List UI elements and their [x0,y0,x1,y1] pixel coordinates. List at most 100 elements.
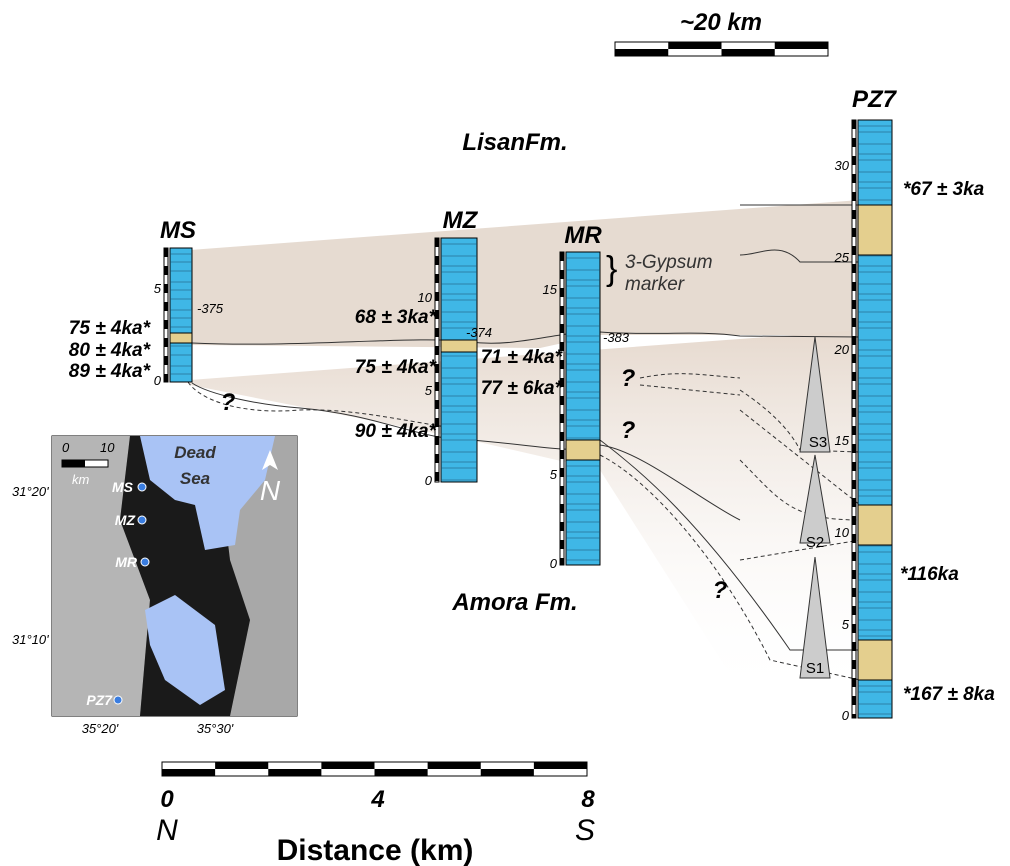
depth-tick: 0 [425,473,433,488]
depth-tick: 10 [835,525,850,540]
ruler-seg [560,288,564,297]
question: ? [621,417,636,444]
marker: 3-Gypsum [625,252,713,273]
ruler-seg [852,696,856,705]
ruler-seg [852,264,856,273]
ruler-seg [560,486,564,495]
bar-seg [534,762,587,769]
depth-tick: 15 [543,282,558,297]
ruler-seg [852,570,856,579]
sand [170,333,192,343]
question: ? [621,365,636,392]
elevation: -383 [603,330,630,345]
age: 89 ± 4ka* [69,361,152,382]
ruler-seg [852,498,856,507]
ruler-seg [164,356,168,365]
depth-tick: 5 [550,467,558,482]
ruler-seg [164,374,168,382]
figure: 5010501550302520151050 ~20 km LisanFm. A… [0,0,1010,866]
ruler-seg [852,174,856,183]
depth-tick: 5 [842,617,850,632]
bar-seg [775,42,828,49]
ruler-seg [852,300,856,309]
site: MS [112,479,134,495]
age: 77 ± 6ka* [481,378,564,399]
age: 75 ± 4ka* [69,318,152,339]
ruler-seg [560,522,564,531]
age: 71 ± 4ka* [481,347,564,368]
age: 80 ± 4ka* [69,340,152,361]
bar-seg [428,762,481,769]
column [441,238,477,482]
distance-tick: 4 [370,786,384,813]
ruler-seg [852,444,856,453]
ruler-seg [435,292,439,301]
sequence: S2 [806,534,824,551]
marker: marker [625,274,685,295]
ruler-seg [164,320,168,329]
ruler-seg [852,678,856,687]
age: *67 ± 3ka [903,179,985,200]
ruler-seg [852,354,856,363]
elevation: -374 [466,325,492,340]
brace: } [606,250,617,288]
ruler-seg [852,408,856,417]
north: N [260,475,281,506]
bar-seg [162,769,215,776]
site: MZ [115,512,136,528]
depth-tick: 30 [835,158,850,173]
direction: N [156,814,178,847]
ruler-seg [852,516,856,525]
sequence: S3 [809,434,827,451]
lon: 35°20' [82,721,119,736]
depth-tick: 10 [418,290,433,305]
ruler-seg [852,372,856,381]
bar-seg [375,769,428,776]
axis-title: Distance (km) [277,834,474,866]
ruler-seg [852,480,856,489]
column-name: MR [564,222,602,249]
ruler-seg [852,390,856,399]
ruler-seg [852,606,856,615]
ruler-seg [435,346,439,355]
ruler-seg [435,382,439,391]
ruler-seg [852,588,856,597]
ruler-seg [560,558,564,565]
ruler-seg [852,534,856,543]
ruler-seg [852,552,856,561]
ruler-seg [852,336,856,345]
lat: 31°10' [12,632,49,647]
bar-seg [722,49,775,56]
map-scale: 10 [100,440,115,455]
age: 68 ± 3ka* [355,307,438,328]
ruler-seg [435,472,439,481]
bar-seg [268,769,321,776]
map-scale: 0 [62,440,70,455]
ruler-seg [560,252,564,261]
ruler-seg [852,192,856,201]
depth-tick: 5 [425,383,433,398]
ruler-seg [560,414,564,423]
distance-tick: 0 [160,786,174,813]
ruler-seg [560,270,564,279]
ruler [560,252,564,565]
depth-tick: 5 [154,281,162,296]
bar-seg [215,762,268,769]
ruler-seg [852,714,856,718]
depth-tick: 25 [834,250,850,265]
depth-tick: 15 [835,433,850,448]
ruler-seg [435,400,439,409]
map-scale: km [72,472,90,487]
age: 75 ± 4ka* [355,357,438,378]
ruler-seg [435,256,439,265]
depth-tick: 0 [154,373,162,388]
sand [441,340,477,352]
depth-tick: 20 [834,342,850,357]
ruler-seg [852,138,856,147]
ruler-seg [560,432,564,441]
bar-seg [668,42,721,49]
age: 90 ± 4ka* [355,421,438,442]
direction: S [575,814,595,847]
ruler-seg [852,660,856,669]
ruler-seg [852,642,856,651]
